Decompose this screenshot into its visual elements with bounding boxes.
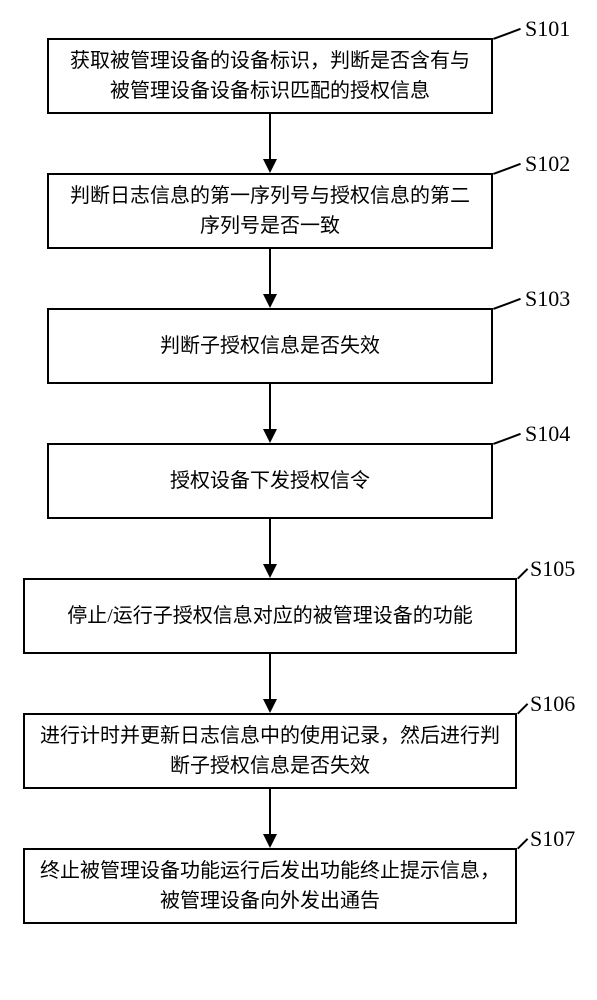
- arrow-head-icon: [263, 159, 277, 173]
- step-label-S103: S103: [525, 286, 570, 312]
- arrow-shaft: [269, 519, 271, 564]
- flow-node-n5: 停止/运行子授权信息对应的被管理设备的功能: [23, 578, 517, 654]
- label-lead-line: [517, 838, 528, 849]
- flow-node-text: 进行计时并更新日志信息中的使用记录，然后进行判断子授权信息是否失效: [37, 721, 503, 781]
- arrow-head-icon: [263, 429, 277, 443]
- flowchart-canvas: 获取被管理设备的设备标识，判断是否含有与被管理设备设备标识匹配的授权信息 S101…: [0, 0, 597, 1000]
- flow-node-n1: 获取被管理设备的设备标识，判断是否含有与被管理设备设备标识匹配的授权信息: [47, 38, 493, 114]
- flow-node-text: 停止/运行子授权信息对应的被管理设备的功能: [67, 601, 473, 631]
- flow-node-n2: 判断日志信息的第一序列号与授权信息的第二序列号是否一致: [47, 173, 493, 249]
- flow-node-text: 授权设备下发授权信令: [170, 466, 370, 496]
- flow-node-n6: 进行计时并更新日志信息中的使用记录，然后进行判断子授权信息是否失效: [23, 713, 517, 789]
- arrow-head-icon: [263, 699, 277, 713]
- step-label-S107: S107: [530, 826, 575, 852]
- step-label-S105: S105: [530, 556, 575, 582]
- label-lead-line: [493, 298, 521, 310]
- step-label-S106: S106: [530, 691, 575, 717]
- flow-node-text: 获取被管理设备的设备标识，判断是否含有与被管理设备设备标识匹配的授权信息: [61, 46, 479, 106]
- arrow-head-icon: [263, 294, 277, 308]
- label-lead-line: [493, 28, 521, 40]
- arrow-shaft: [269, 789, 271, 834]
- flow-node-n4: 授权设备下发授权信令: [47, 443, 493, 519]
- arrow-shaft: [269, 654, 271, 699]
- arrow-head-icon: [263, 834, 277, 848]
- flow-node-text: 判断子授权信息是否失效: [160, 331, 380, 361]
- label-lead-line: [517, 703, 528, 714]
- step-label-S101: S101: [525, 16, 570, 42]
- arrow-head-icon: [263, 564, 277, 578]
- flow-node-n3: 判断子授权信息是否失效: [47, 308, 493, 384]
- arrow-shaft: [269, 384, 271, 429]
- label-lead-line: [493, 163, 521, 175]
- flow-node-text: 终止被管理设备功能运行后发出功能终止提示信息，被管理设备向外发出通告: [37, 856, 503, 916]
- arrow-shaft: [269, 114, 271, 159]
- flow-node-text: 判断日志信息的第一序列号与授权信息的第二序列号是否一致: [61, 181, 479, 241]
- label-lead-line: [517, 568, 528, 579]
- flow-node-n7: 终止被管理设备功能运行后发出功能终止提示信息，被管理设备向外发出通告: [23, 848, 517, 924]
- arrow-shaft: [269, 249, 271, 294]
- step-label-S104: S104: [525, 421, 570, 447]
- label-lead-line: [493, 433, 521, 445]
- step-label-S102: S102: [525, 151, 570, 177]
